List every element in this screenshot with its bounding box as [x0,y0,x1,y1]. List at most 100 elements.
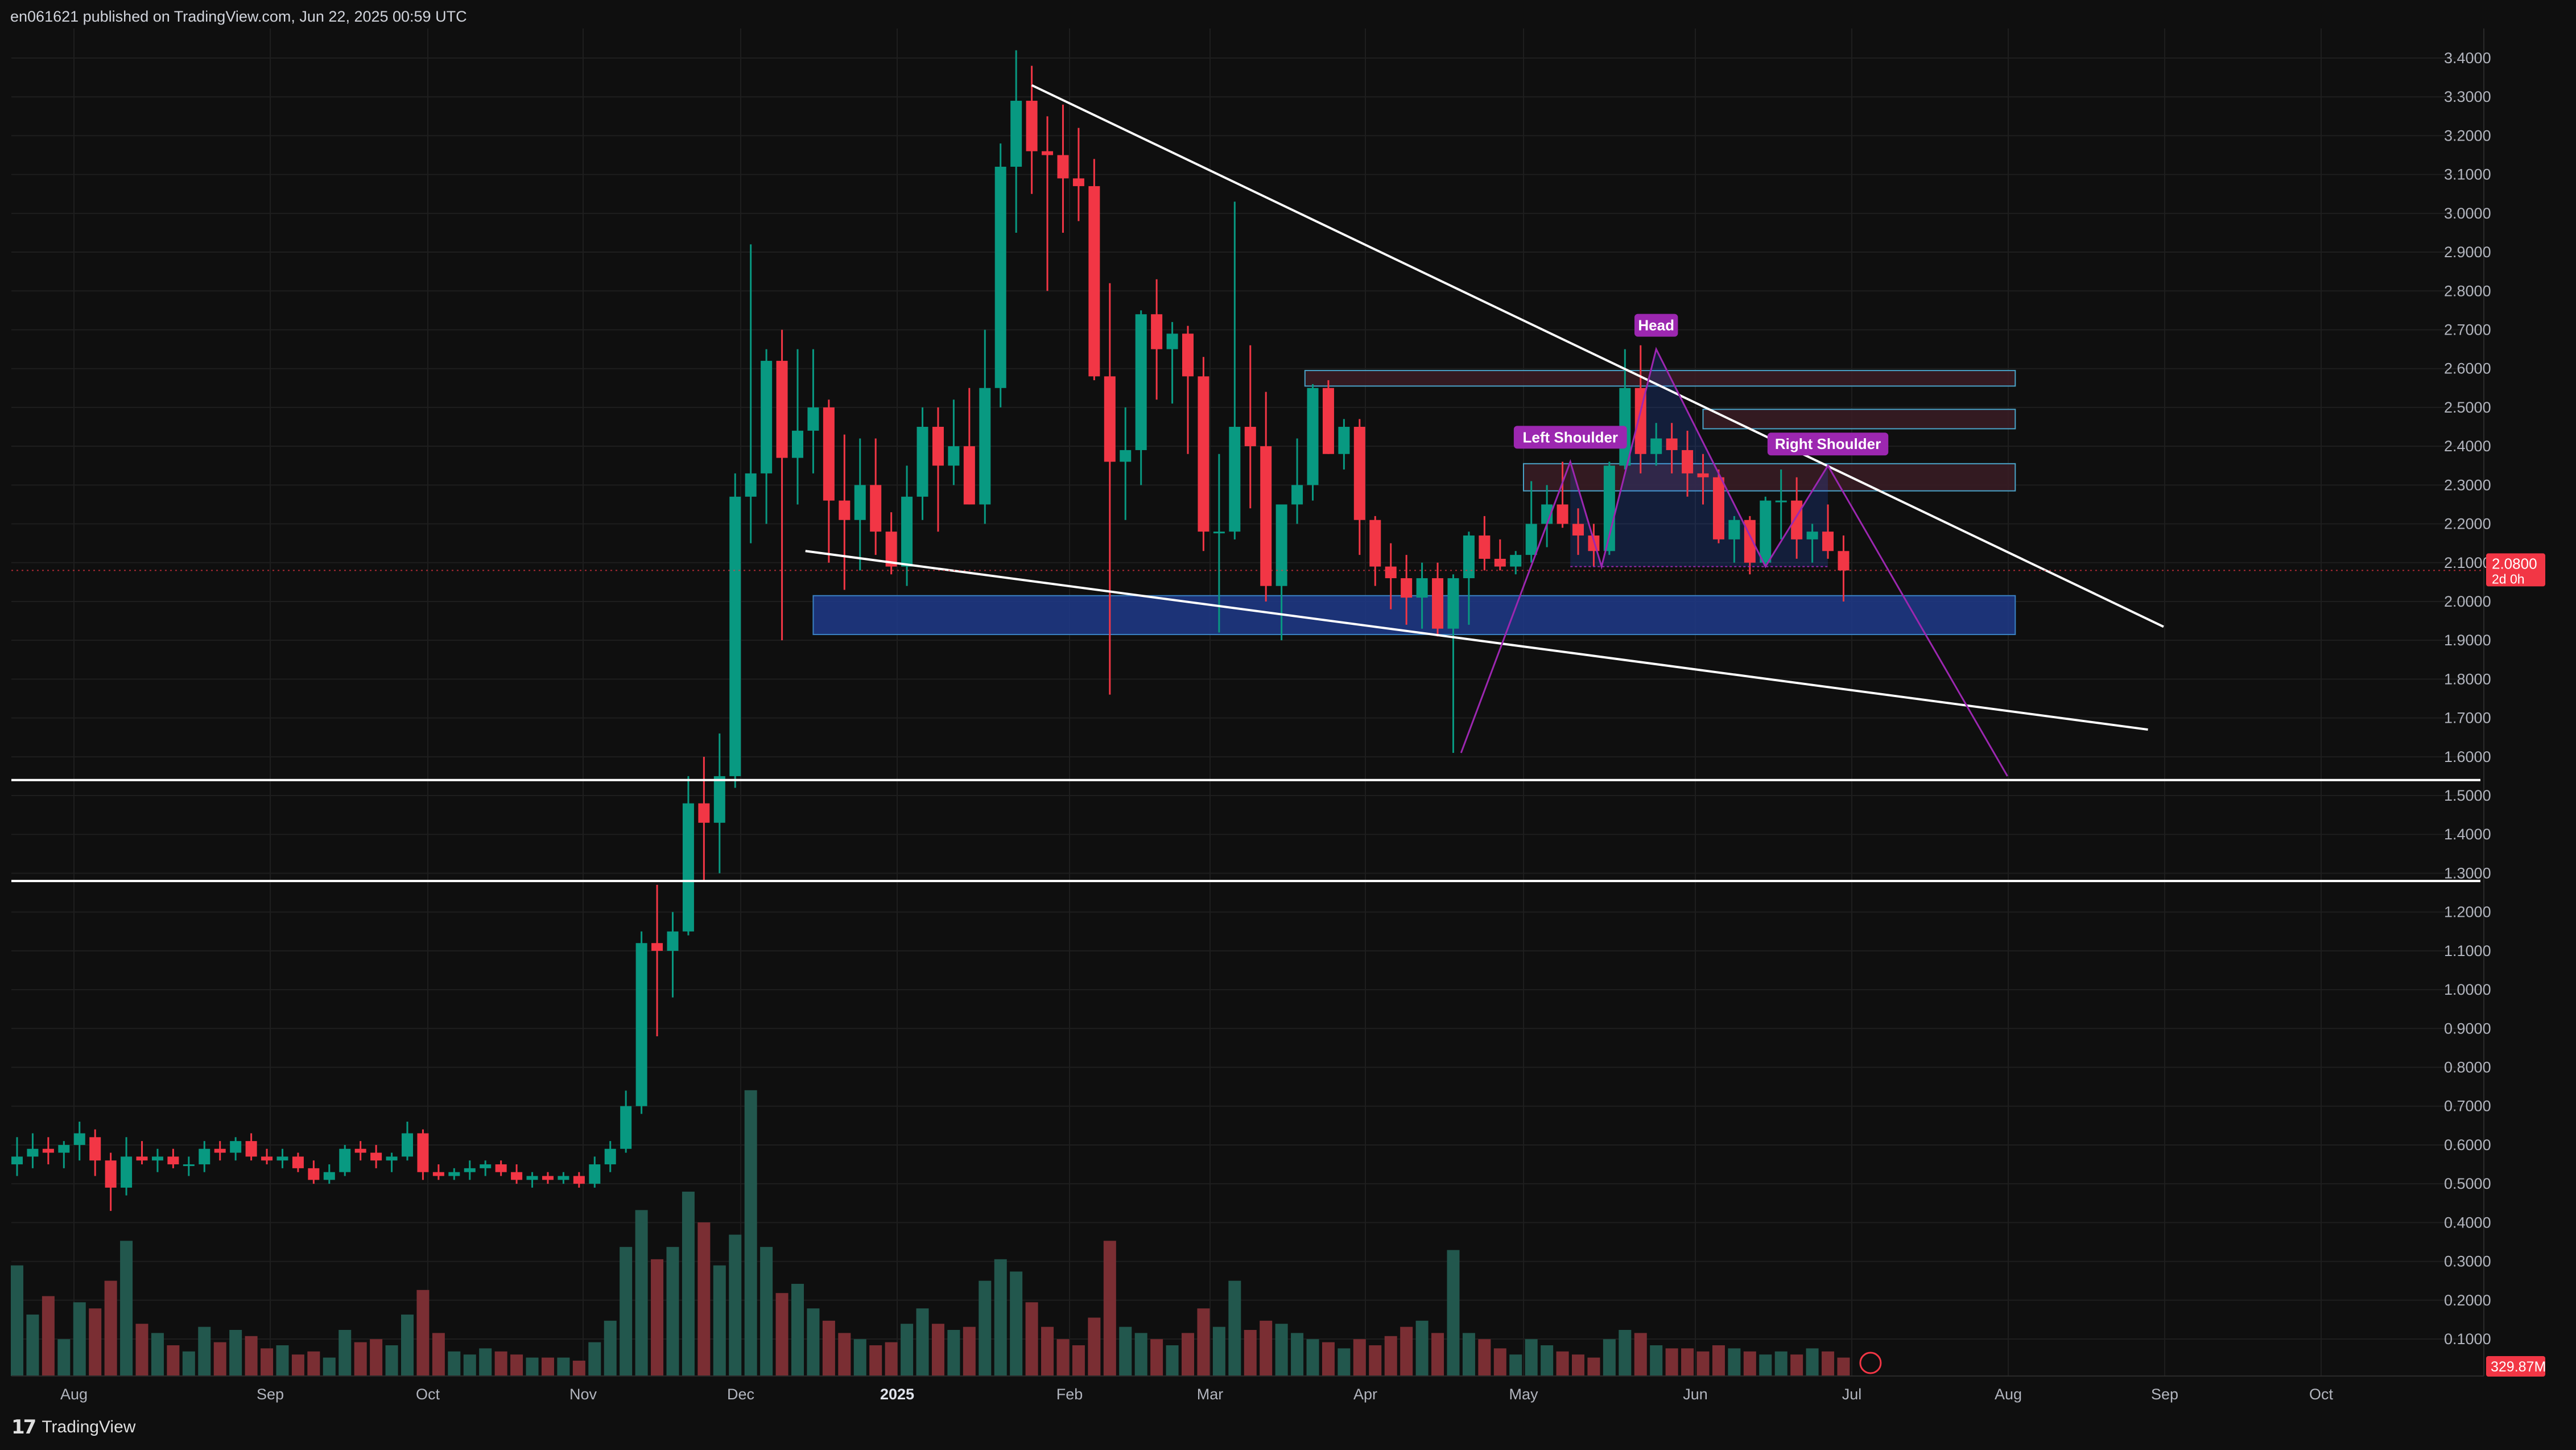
candle [1244,345,1256,509]
candle [1494,539,1506,571]
candle-body [620,1106,632,1149]
candles[interactable] [11,50,1850,1211]
volume-bar [1010,1271,1023,1376]
candle-body [651,943,663,951]
candle-body [1104,376,1116,462]
volume-bar [838,1333,851,1376]
volume-bar [1728,1348,1741,1376]
candle-body [1838,551,1850,571]
candle [776,329,788,641]
tradingview-logo-text: TradingView [42,1418,136,1436]
volume-bar [526,1357,539,1376]
right-shoulder-label: Right Shoulder [1767,432,1889,456]
candle-body [1666,438,1678,450]
demand-zone [812,595,2016,635]
candle [27,1133,39,1168]
candle-body [1338,427,1350,454]
tradingview-logo[interactable]: 17 TradingView [11,1416,135,1439]
candle-body [932,427,944,466]
candle [432,1164,444,1180]
time-tick-label: Aug [1995,1386,2022,1403]
volume-bar [1275,1324,1288,1376]
candle-body [1385,566,1397,579]
candle [121,1137,133,1196]
candle [1072,127,1084,221]
volume-bar [1712,1345,1725,1376]
candle-body [807,407,819,431]
candle [276,1148,288,1168]
candle-body [136,1156,148,1161]
candle [526,1172,538,1188]
candle-body [667,931,679,951]
candle [1198,357,1209,551]
left-shoulder-label: Left Shoulder [1513,426,1627,449]
volume-bar [1384,1336,1397,1376]
candle-body [682,803,694,932]
volume-bar [666,1247,679,1376]
volume-bar [57,1339,71,1376]
candle [1010,50,1022,233]
candle [1682,430,1694,497]
time-tick-label: Nov [569,1386,597,1403]
candle-body [823,407,835,501]
price-tick-label: 0.6000 [2444,1136,2491,1154]
candle [1026,65,1038,194]
volume-bar [1478,1339,1491,1376]
candle [745,244,757,543]
volume-bar [229,1330,242,1376]
volume-bar [1134,1333,1147,1376]
candle [308,1160,320,1184]
candle-body [1244,427,1256,447]
candle [42,1137,54,1165]
candle [1822,504,1834,559]
volume-bar [89,1308,102,1376]
candle-body [792,430,803,458]
volume-bar [261,1348,274,1376]
candle [1447,574,1459,753]
candle [292,1152,304,1172]
volume-value: 329.87M [2491,1359,2546,1375]
candle-body [1572,524,1584,536]
volume-bar [1822,1351,1835,1376]
candle [1322,380,1334,454]
candle-body [963,446,975,505]
candle-body [151,1156,163,1161]
candle [1432,562,1444,637]
candle-body [729,496,741,776]
volume-bar [1587,1357,1600,1376]
price-tick-label: 3.3000 [2444,88,2491,105]
candle [105,1152,117,1211]
candle [1338,419,1350,470]
volume-bar [1790,1354,1803,1376]
candle-body [1291,485,1303,505]
candle-body [1463,535,1475,579]
candle-body [511,1172,523,1180]
candle [932,407,944,532]
price-tick-label: 2.7000 [2444,321,2491,338]
volume-bar [791,1284,804,1376]
candle-body [1712,477,1724,539]
candle [901,466,913,586]
candle-body [979,388,991,505]
candle [199,1141,210,1172]
volume-bar [1166,1345,1179,1376]
price-tick-label: 3.4000 [2444,50,2491,67]
candle-body [1182,333,1194,377]
candle-body [839,500,851,520]
candle-body [1760,500,1772,563]
candle-body [1135,314,1147,450]
trendline [1031,84,2164,628]
candle-body [1026,101,1038,151]
candle [370,1144,382,1168]
candle [1557,462,1568,528]
candle [386,1152,398,1172]
candle-body [1650,438,1662,454]
candle [480,1160,492,1176]
price-tick-label: 3.2000 [2444,127,2491,144]
candle [339,1144,351,1176]
time-tick-label: Feb [1056,1386,1083,1403]
candle [1479,516,1491,571]
candle-body [230,1141,242,1153]
time-tick-label: Mar [1197,1386,1224,1403]
